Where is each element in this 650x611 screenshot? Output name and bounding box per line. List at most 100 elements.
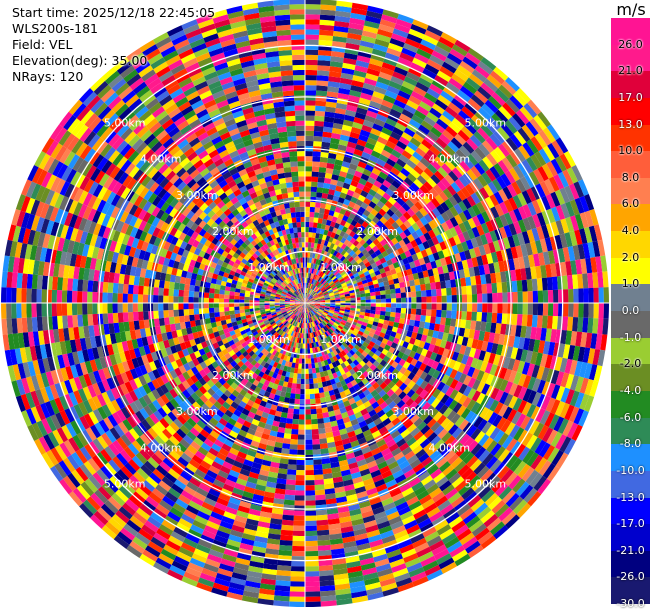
radar-gate: [305, 500, 316, 505]
radar-gate: [391, 303, 396, 308]
radar-gate: [310, 207, 315, 212]
radar-gate: [496, 313, 502, 324]
radar-gate: [308, 363, 312, 368]
radar-gate: [291, 561, 305, 566]
radar-gate: [406, 292, 411, 298]
radar-gate: [305, 65, 317, 70]
radar-gate: [467, 294, 472, 303]
radar-gate: [315, 494, 326, 500]
radar-gate: [314, 121, 324, 127]
radar-gate: [291, 434, 298, 440]
radar-gate: [547, 316, 553, 329]
radar-gate: [426, 303, 431, 310]
radar-gate: [319, 167, 327, 173]
radar-gate: [401, 292, 406, 298]
radar-gate: [294, 505, 305, 510]
radar-gate: [316, 515, 328, 521]
radar-gate: [450, 279, 456, 287]
radar-gate: [401, 303, 406, 308]
radar-gate: [318, 423, 325, 429]
radar-gate: [481, 312, 487, 322]
radar-gate: [385, 311, 391, 316]
radar-gate: [431, 310, 437, 317]
radar-gate: [450, 318, 456, 326]
radar-gate: [445, 280, 451, 288]
radar-gate: [486, 283, 492, 293]
radar-gate: [487, 303, 492, 313]
radar-gate: [281, 412, 288, 418]
radar-gate: [315, 500, 326, 506]
radar-gate: [315, 116, 325, 122]
radar-gate: [315, 111, 325, 117]
radar-gate: [396, 303, 401, 308]
radar-gate: [305, 105, 315, 110]
radar-gate: [316, 80, 328, 86]
radar-gate: [305, 50, 318, 55]
radar-gate: [320, 203, 326, 209]
radar-gate: [313, 459, 322, 465]
radar-gate: [312, 166, 319, 172]
radar-gate: [305, 237, 308, 242]
radar-gate: [310, 399, 316, 404]
radar-gate: [583, 288, 588, 303]
radar-gate: [593, 288, 598, 303]
radar-gate: [395, 288, 401, 294]
radar-gate: [305, 602, 321, 607]
radar-gate: [477, 303, 482, 312]
radar-gate: [299, 414, 305, 419]
radar-gate: [532, 279, 538, 291]
radar-gate: [315, 207, 321, 213]
radar-gate: [318, 545, 331, 551]
radar-gate: [294, 404, 300, 409]
radar-gate: [497, 303, 502, 313]
radar-gate: [512, 303, 517, 314]
radar-gate: [289, 602, 305, 607]
radar-gate: [312, 156, 320, 162]
radar-gate: [305, 531, 317, 536]
radar-gate: [305, 435, 312, 440]
radar-gate: [305, 374, 309, 379]
radar-gate: [282, 407, 289, 413]
radar-gate: [284, 397, 290, 403]
radar-gate: [430, 282, 436, 289]
radar-gate: [305, 161, 312, 166]
radar-gate: [308, 358, 311, 363]
radar-gate: [522, 280, 528, 292]
radar-gate: [320, 443, 328, 449]
radar-gate: [305, 536, 317, 541]
radar-gate: [421, 297, 426, 303]
radar-gate: [313, 141, 322, 147]
radar-gate: [305, 495, 315, 500]
radar-gate: [298, 424, 305, 429]
radar-gate: [280, 535, 293, 541]
radar-gate: [305, 465, 314, 470]
radar-gate: [319, 438, 327, 444]
radar-gate: [283, 505, 294, 511]
radar-gate: [421, 303, 426, 309]
radar-gate: [440, 317, 446, 325]
radar-gate: [395, 313, 401, 319]
radar-gate: [381, 295, 386, 299]
radar-gate: [298, 435, 305, 440]
radar-gate: [295, 480, 305, 485]
radar-gate: [316, 85, 328, 91]
radar-gate: [305, 181, 311, 186]
radar-gate: [293, 536, 305, 541]
radar-gate: [305, 80, 317, 85]
radar-gate: [312, 161, 320, 167]
radar-gate: [447, 303, 452, 311]
radar-gate: [318, 428, 325, 434]
radar-gate: [294, 510, 305, 515]
radar-gate: [320, 157, 328, 163]
radar-gate: [385, 290, 391, 295]
radar-gate: [421, 290, 427, 297]
radar-gate: [442, 303, 447, 310]
radar-gate: [309, 222, 313, 227]
radar-gate: [305, 576, 320, 581]
radar-gate: [295, 495, 305, 500]
radar-gate: [399, 282, 405, 288]
radar-gate: [285, 423, 292, 429]
radar-gate: [522, 314, 528, 326]
radar-gate: [447, 295, 452, 303]
radar-gate: [313, 464, 322, 470]
